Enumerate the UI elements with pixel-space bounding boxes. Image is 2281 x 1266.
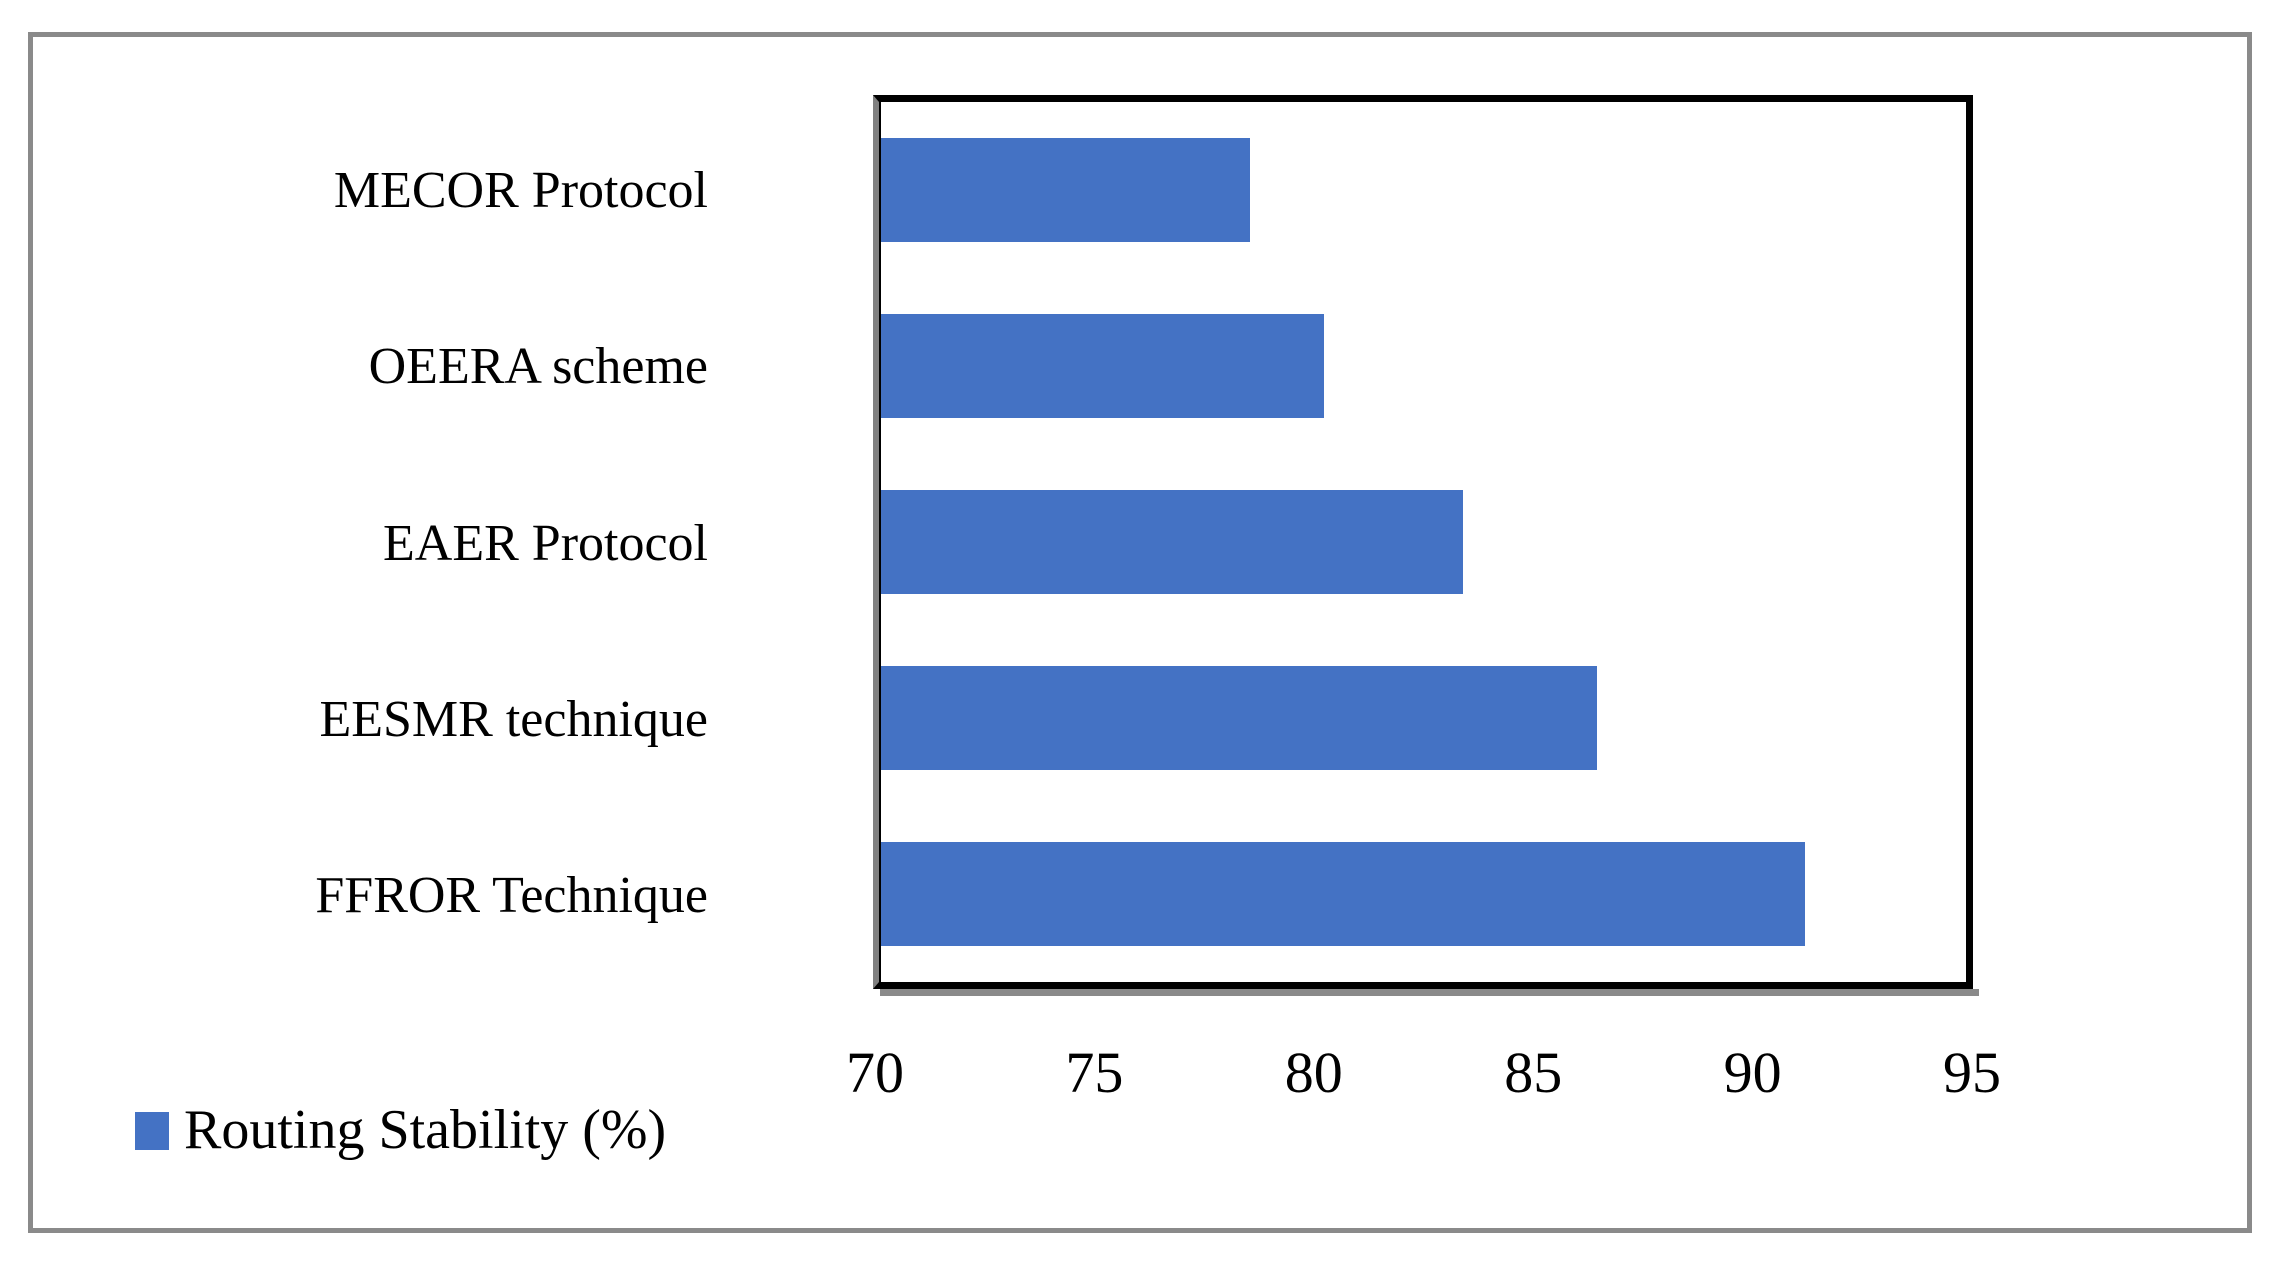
bar xyxy=(881,314,1324,418)
category-axis: MECOR Protocol OEERA scheme EAER Protocol E… xyxy=(80,102,708,984)
bar xyxy=(881,138,1250,242)
category-label: FFROR Technique xyxy=(315,867,708,925)
x-tick-label: 75 xyxy=(1065,1040,1124,1105)
category-label: EESMR technique xyxy=(319,690,708,748)
x-tick-label: 80 xyxy=(1284,1040,1343,1105)
axis-shadow-bottom xyxy=(880,989,1979,996)
x-tick-label: 85 xyxy=(1504,1040,1563,1105)
category-label: EAER Protocol xyxy=(383,514,708,572)
bar xyxy=(881,666,1598,770)
x-tick-label: 95 xyxy=(1943,1040,2001,1105)
category-label: MECOR Protocol xyxy=(333,161,708,219)
bar-row xyxy=(881,630,1966,806)
bar-row xyxy=(881,102,1966,278)
legend-label: Routing Stability (%) xyxy=(184,1099,667,1162)
category-label: OEERA scheme xyxy=(368,338,708,396)
x-tick-label: 70 xyxy=(846,1040,904,1105)
bar-row xyxy=(881,454,1966,630)
plot-area xyxy=(873,95,1973,989)
bar xyxy=(881,842,1806,946)
bar-row xyxy=(881,806,1966,982)
x-tick-label: 90 xyxy=(1723,1040,1782,1105)
legend-swatch-icon xyxy=(135,1112,169,1150)
legend: Routing Stability (%) xyxy=(135,1092,666,1170)
bar xyxy=(881,490,1463,594)
plot-inner xyxy=(879,102,1966,982)
bar-row xyxy=(881,278,1966,454)
value-axis: 70 75 80 85 90 95 xyxy=(846,1038,2001,1118)
